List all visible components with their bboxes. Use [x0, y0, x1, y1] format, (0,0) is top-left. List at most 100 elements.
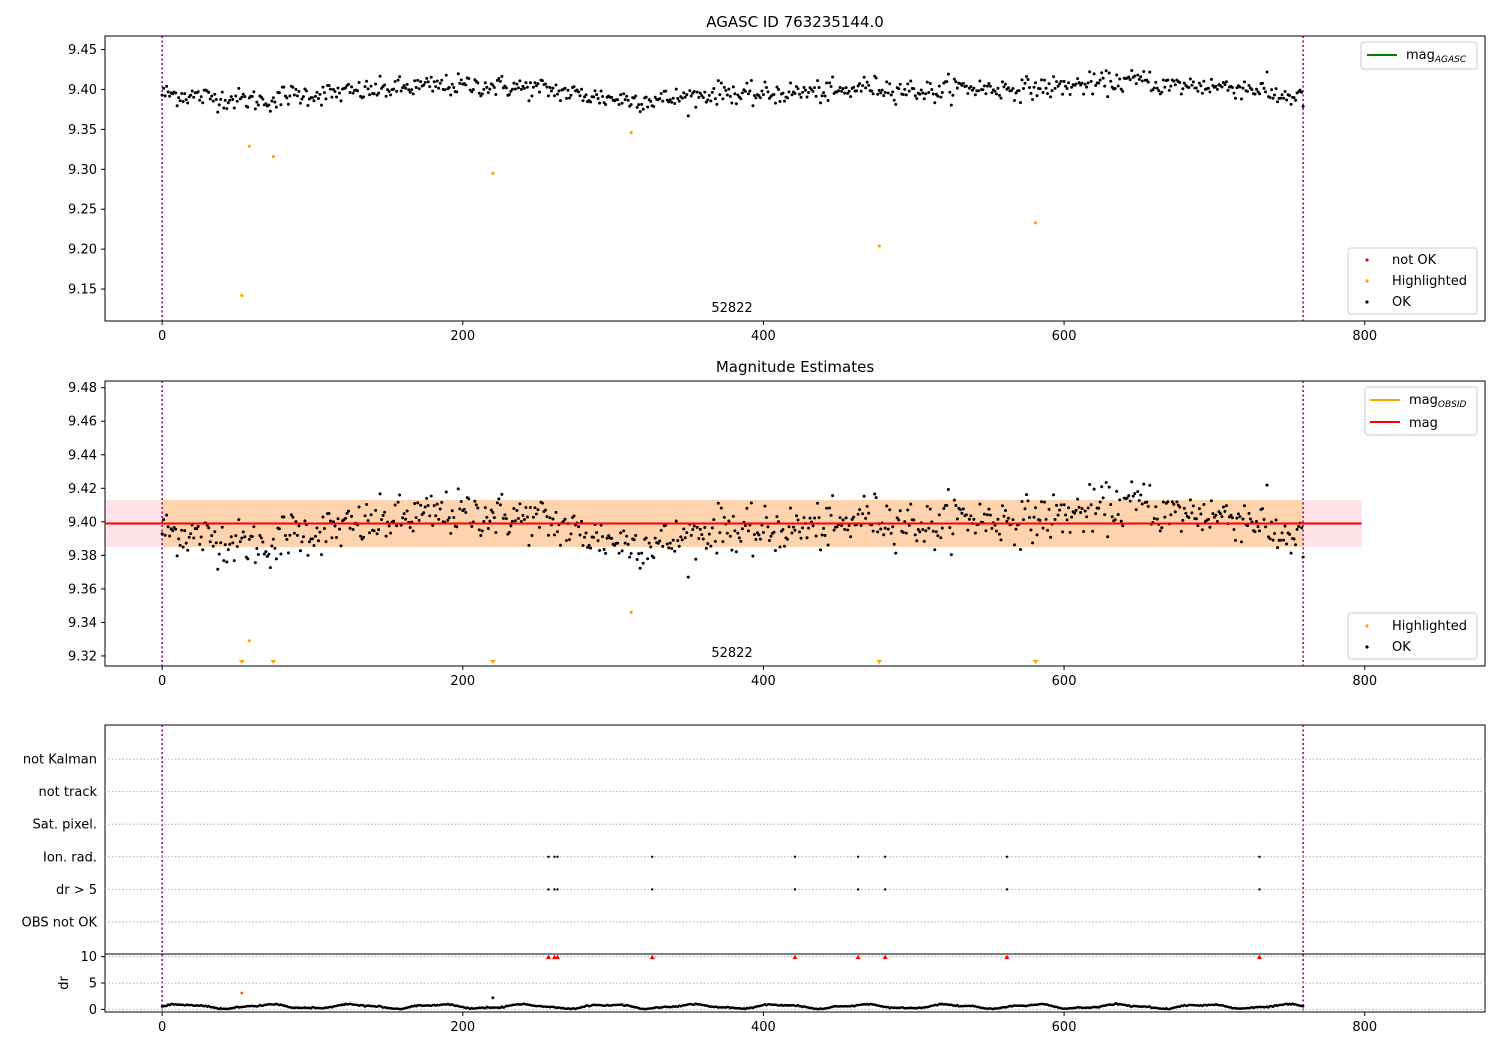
ok-point [1288, 93, 1292, 97]
ok-point [948, 526, 952, 530]
ok-point [843, 91, 847, 95]
ok-point [1238, 515, 1242, 519]
legend-not-ok: not OK [1392, 253, 1437, 268]
ok-point [315, 90, 319, 94]
ok-point [270, 99, 274, 103]
ok-point [566, 88, 570, 92]
ok-point [861, 84, 865, 88]
ok-point [1173, 510, 1177, 514]
ok-point [775, 515, 779, 519]
ok-point [425, 496, 429, 500]
ok-point [1062, 79, 1066, 83]
ok-point [482, 87, 486, 91]
ok-point [1233, 96, 1237, 100]
ok-point [261, 540, 265, 544]
ok-point [788, 506, 792, 510]
ok-point [758, 96, 762, 100]
ok-point [1118, 498, 1122, 502]
ok-point [181, 545, 185, 549]
ok-point [1273, 531, 1277, 535]
ok-point [969, 85, 973, 89]
ok-point [449, 531, 453, 535]
ok-point [338, 527, 342, 531]
ok-point [422, 83, 426, 87]
ok-point [165, 513, 169, 517]
ok-point [1292, 96, 1296, 100]
ok-point [1061, 530, 1065, 534]
ok-point [1188, 498, 1192, 502]
ok-point [682, 527, 686, 531]
ok-point [410, 88, 414, 92]
ok-point [267, 103, 271, 107]
ok-point [1221, 505, 1225, 509]
ok-point [904, 531, 908, 535]
ok-point [387, 89, 391, 93]
ok-point [452, 85, 456, 89]
ok-point [865, 80, 869, 84]
ok-point [918, 530, 922, 534]
ok-point [1178, 80, 1182, 84]
ok-point [847, 523, 851, 527]
ok-point [411, 529, 415, 533]
ok-point [1000, 504, 1004, 508]
ok-point [859, 523, 863, 527]
ok-point [306, 103, 310, 107]
ok-point [256, 552, 260, 556]
ok-point [497, 497, 501, 501]
ok-point [763, 504, 767, 508]
ok-point [640, 551, 644, 555]
ok-point [492, 516, 496, 520]
ok-point [1282, 96, 1286, 100]
ok-point [1118, 77, 1122, 81]
x-tick-label: 600 [1052, 329, 1077, 344]
ok-point [262, 552, 266, 556]
ok-point [901, 530, 905, 534]
ok-point [509, 524, 513, 528]
ok-point [533, 81, 537, 85]
ok-point [629, 551, 633, 555]
ok-point [306, 553, 310, 557]
ok-point [380, 518, 384, 522]
ok-point [805, 95, 809, 99]
ok-point [888, 508, 892, 512]
ok-point [686, 575, 690, 579]
ok-point [665, 542, 669, 546]
ok-point [877, 88, 881, 92]
ok-point [404, 517, 408, 521]
ok-point [982, 512, 986, 516]
ok-point [491, 511, 495, 515]
ok-point [885, 504, 889, 508]
ok-point [450, 509, 454, 513]
ok-point [258, 533, 262, 537]
ok-point [1025, 75, 1029, 79]
ok-point [482, 520, 486, 524]
ok-point [1137, 498, 1141, 502]
ok-point [387, 524, 391, 528]
ok-point [555, 530, 559, 534]
ok-point [885, 80, 889, 84]
ok-point [997, 532, 1001, 536]
ok-point [1083, 82, 1087, 86]
ok-point [174, 527, 178, 531]
ok-point [1294, 98, 1298, 102]
ok-point [739, 97, 743, 101]
ok-point [925, 80, 929, 84]
x-tick-label: 800 [1352, 1020, 1377, 1035]
ok-point [634, 534, 638, 538]
ok-point [686, 114, 690, 118]
ok-point [1301, 104, 1305, 108]
legend-ok: OK [1392, 640, 1411, 655]
y-tick-label: 9.46 [68, 415, 97, 430]
ok-point [826, 543, 830, 547]
x-tick-label: 200 [450, 1020, 475, 1035]
ok-point [1094, 512, 1098, 516]
ok-point [540, 501, 544, 505]
ok-point [166, 90, 170, 94]
ok-point [518, 79, 522, 83]
ok-point [629, 103, 633, 107]
ok-point [1258, 529, 1262, 533]
ok-point [1098, 78, 1102, 82]
ok-point [1116, 512, 1120, 516]
ok-point [1040, 78, 1044, 82]
ok-point [368, 93, 372, 97]
